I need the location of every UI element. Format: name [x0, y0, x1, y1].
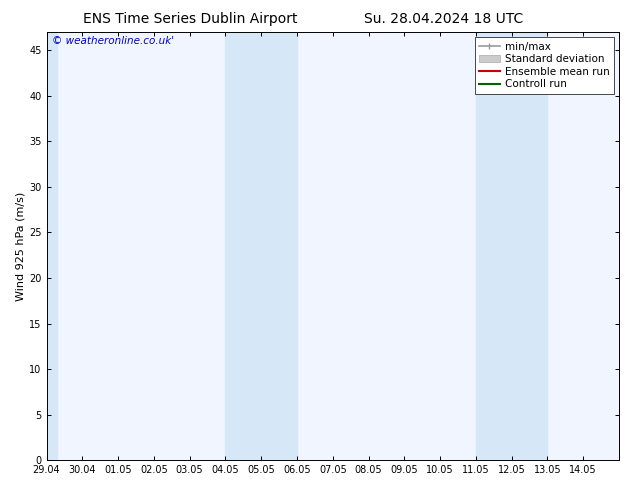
Y-axis label: Wind 925 hPa (m/s): Wind 925 hPa (m/s)	[15, 192, 25, 301]
Bar	[226, 32, 297, 460]
Bar	[46, 32, 57, 460]
Bar	[476, 32, 547, 460]
Text: © weatheronline.co.uk': © weatheronline.co.uk'	[52, 36, 174, 47]
Text: Su. 28.04.2024 18 UTC: Su. 28.04.2024 18 UTC	[364, 12, 524, 26]
Legend: min/max, Standard deviation, Ensemble mean run, Controll run: min/max, Standard deviation, Ensemble me…	[475, 37, 614, 94]
Text: ENS Time Series Dublin Airport: ENS Time Series Dublin Airport	[83, 12, 297, 26]
